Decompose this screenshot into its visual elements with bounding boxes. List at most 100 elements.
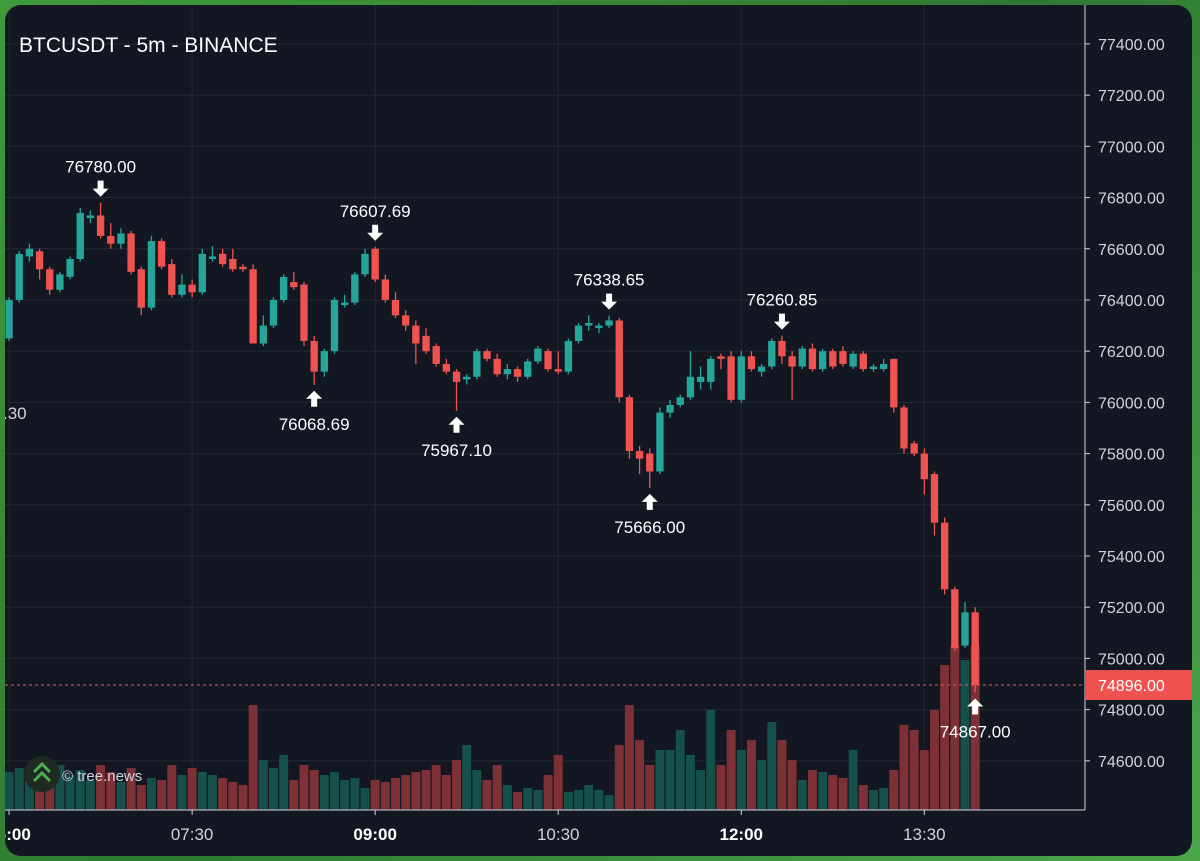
candle-body <box>157 241 166 267</box>
volume-bar <box>411 772 421 810</box>
candle-body <box>859 353 867 370</box>
candle-body <box>371 248 379 280</box>
candle-body <box>778 340 786 357</box>
volume-bar <box>289 780 299 810</box>
volume-bar <box>441 775 451 810</box>
volume-bar <box>553 755 563 810</box>
volume-layer <box>5 645 980 810</box>
volume-bar <box>309 770 319 810</box>
candle-body <box>544 351 552 370</box>
candle-body <box>76 212 84 259</box>
volume-bar <box>218 778 228 810</box>
candle-body <box>818 351 827 370</box>
volume-bar <box>96 765 106 810</box>
candle-body <box>798 348 806 367</box>
chart-title: BTCUSDT - 5m - BINANCE <box>19 34 278 57</box>
volume-bar <box>960 660 970 810</box>
volume-bar <box>502 785 512 810</box>
volume-bar <box>614 745 624 810</box>
candle-body <box>188 284 196 293</box>
candle-body <box>951 589 959 649</box>
volume-bar <box>797 780 807 810</box>
x-tick-label: 06:00 <box>0 825 31 844</box>
annotation-label: 75666.00 <box>614 518 685 537</box>
volume-bar <box>604 795 614 810</box>
volume-bar <box>492 765 502 810</box>
volume-bar <box>716 765 726 810</box>
candle-body <box>747 356 756 370</box>
candle-body <box>503 369 512 375</box>
candle-body <box>249 269 257 344</box>
watermark-text: © tree.news <box>62 768 142 785</box>
candle-body <box>707 358 715 382</box>
x-tick-label: 10:30 <box>537 825 580 844</box>
volume-bar <box>523 788 533 810</box>
volume-bar <box>340 780 350 810</box>
volume-bar <box>14 768 24 810</box>
volume-bar <box>248 705 258 810</box>
candle-body <box>473 351 481 377</box>
candle-body <box>86 215 95 219</box>
volume-bar <box>645 765 655 810</box>
annotation-label: 76260.85 <box>746 291 817 310</box>
candle-body <box>463 376 471 380</box>
volume-bar <box>45 782 55 810</box>
volume-bar <box>380 782 390 810</box>
candle-body <box>56 274 64 290</box>
candle-body <box>605 320 613 326</box>
last-price-box <box>1086 670 1192 701</box>
candle-body <box>96 215 105 236</box>
y-tick-label: 75600.00 <box>1098 498 1165 515</box>
annotation-arrow <box>641 493 658 510</box>
candle-body <box>239 266 247 270</box>
candle-body <box>920 453 928 480</box>
candle-body <box>524 361 532 377</box>
volume-bar <box>299 765 309 810</box>
volume-bar <box>848 750 858 810</box>
candle-body <box>666 404 674 413</box>
grid <box>5 5 1085 810</box>
y-tick-label: 76800.00 <box>1098 191 1165 208</box>
volume-bar <box>146 778 156 810</box>
candle-body <box>534 348 542 362</box>
candle-body <box>808 348 817 370</box>
clipped-label: .30 <box>3 404 27 423</box>
volume-bar <box>401 775 411 810</box>
candle-body <box>320 351 328 372</box>
volume-bar <box>767 722 777 810</box>
candle-body <box>879 363 888 370</box>
y-tick-label: 75000.00 <box>1098 651 1165 668</box>
candle-body <box>717 356 725 359</box>
volume-bar <box>696 770 706 810</box>
volume-bar <box>818 772 828 810</box>
volume-bar <box>787 760 797 810</box>
candle-body <box>361 253 369 275</box>
volume-bar <box>940 665 950 810</box>
volume-bar <box>950 645 960 810</box>
volume-bar <box>431 765 441 810</box>
candle-body <box>554 369 562 372</box>
candle-body <box>849 353 857 367</box>
volume-bar <box>665 750 675 810</box>
candle-body <box>513 369 522 377</box>
annotation-arrow <box>601 293 618 310</box>
candle-body <box>25 248 34 257</box>
y-tick-label: 74800.00 <box>1098 703 1165 720</box>
candle-body <box>147 241 156 308</box>
volume-bar <box>655 750 665 810</box>
y-tick-label: 75800.00 <box>1098 447 1165 464</box>
y-tick-label: 74600.00 <box>1098 754 1165 771</box>
candle-body <box>737 356 745 400</box>
volume-bar <box>330 772 339 810</box>
candle-body <box>727 356 735 400</box>
volume-bar <box>65 775 75 810</box>
candle-body <box>269 299 278 326</box>
volume-bar <box>930 710 939 810</box>
volume-bar <box>635 740 645 810</box>
volume-bar <box>319 775 329 810</box>
volume-bar <box>258 760 268 810</box>
x-tick-label: 09:00 <box>353 825 396 844</box>
volume-bar <box>736 750 746 810</box>
candle-body <box>218 253 227 265</box>
